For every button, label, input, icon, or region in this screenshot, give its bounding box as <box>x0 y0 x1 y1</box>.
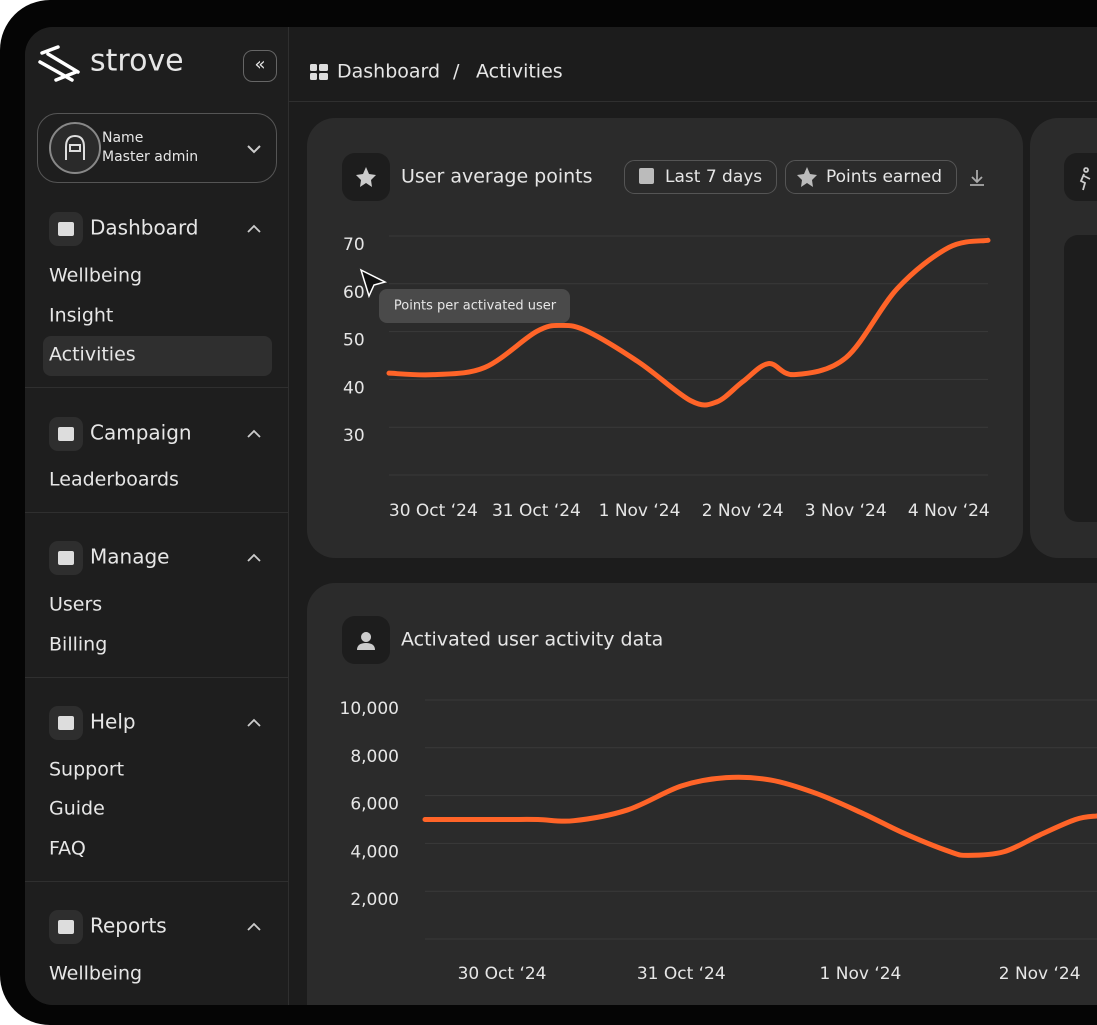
section-glyph <box>58 222 74 236</box>
filter-pill[interactable] <box>624 160 777 194</box>
tooltip <box>379 289 570 323</box>
line-series <box>386 237 991 408</box>
y-tick-label: 30 <box>343 426 365 446</box>
section-title[interactable]: Dashboard <box>90 216 199 240</box>
logo <box>38 45 80 82</box>
profile-role: Master admin <box>102 149 198 165</box>
avatar-icon <box>65 134 85 160</box>
active-item-bg <box>43 336 272 376</box>
brand: strove <box>90 44 184 79</box>
card <box>307 118 1023 558</box>
filter-label: Last 7 days <box>665 167 762 187</box>
y-tick-label: 40 <box>343 378 365 398</box>
sidebar <box>25 27 288 1005</box>
x-tick-label: 1 Nov ‘24 <box>599 501 681 521</box>
collapse-button[interactable] <box>243 50 277 82</box>
profile-card[interactable] <box>37 113 277 183</box>
y-tick-label: 2,000 <box>350 890 399 910</box>
panel <box>1064 235 1097 522</box>
nav-item[interactable]: Support <box>49 759 124 781</box>
cursor <box>359 268 388 299</box>
nav-item[interactable]: FAQ <box>49 838 86 860</box>
download-icon[interactable] <box>970 170 984 186</box>
y-tick-label: 4,000 <box>350 842 399 862</box>
section-title[interactable]: Help <box>90 710 136 734</box>
star-icon <box>797 167 817 187</box>
chevron <box>247 922 261 931</box>
card-title: Activated user activity data <box>401 629 663 651</box>
card-title: User average points <box>401 166 593 188</box>
x-tick-label: 2 Nov ‘24 <box>999 964 1081 984</box>
x-tick-label: 31 Oct ‘24 <box>637 964 726 984</box>
breadcrumb-item: Activities <box>476 61 563 83</box>
x-tick-label: 3 Nov ‘24 <box>805 501 887 521</box>
user-icon <box>357 632 375 650</box>
chevron <box>247 718 261 727</box>
breadcrumb-item[interactable]: Dashboard <box>337 61 440 83</box>
x-tick-label: 4 Nov ‘24 <box>908 501 990 521</box>
screen: strove « Name Master admin Dashboard Well… <box>25 27 1097 1005</box>
y-tick-label: 6,000 <box>350 795 399 815</box>
chevron <box>247 429 261 438</box>
y-tick-label: 60 <box>343 283 365 303</box>
section-glyph <box>58 551 74 565</box>
filter-pill[interactable] <box>785 160 957 194</box>
x-tick-label: 1 Nov ‘24 <box>820 964 902 984</box>
profile-name: Name <box>102 130 143 146</box>
nav-item[interactable]: Wellbeing <box>49 265 142 287</box>
filter-label: Points earned <box>826 167 942 187</box>
nav-item[interactable]: Wellbeing <box>49 963 142 985</box>
breadcrumb-icon <box>310 64 328 80</box>
avatar <box>49 122 101 174</box>
calendar-icon <box>639 168 654 184</box>
nav-item[interactable]: Users <box>49 594 102 616</box>
profile-chevron <box>247 145 261 154</box>
card-icon-box <box>1064 153 1097 201</box>
nav-item[interactable]: Leaderboards <box>49 469 179 491</box>
x-tick-label: 2 Nov ‘24 <box>702 501 784 521</box>
line-series <box>422 774 1097 858</box>
section-title[interactable]: Manage <box>90 545 169 569</box>
section-glyph <box>58 920 74 934</box>
nav-item[interactable]: Activities <box>49 344 136 366</box>
y-tick-label: 70 <box>343 235 365 255</box>
run-icon <box>1079 167 1091 191</box>
nav-item[interactable]: Billing <box>49 634 107 656</box>
x-tick-label: 31 Oct ‘24 <box>492 501 581 521</box>
section-glyph <box>58 427 74 441</box>
y-tick-label: 10,000 <box>340 699 399 719</box>
y-tick-label: 8,000 <box>350 747 399 767</box>
section-title[interactable]: Reports <box>90 914 167 938</box>
nav-item[interactable]: Insight <box>49 305 113 327</box>
chevron <box>247 224 261 233</box>
section-glyph <box>58 716 74 730</box>
section-title[interactable]: Campaign <box>90 421 192 445</box>
tooltip-text: Points per activated user <box>394 299 557 314</box>
y-tick-label: 50 <box>343 331 365 351</box>
chevron <box>247 553 261 562</box>
collapse-icon: « <box>254 54 265 75</box>
x-tick-label: 30 Oct ‘24 <box>458 964 547 984</box>
card <box>307 583 1097 1005</box>
x-tick-label: 30 Oct ‘24 <box>389 501 478 521</box>
star-icon <box>356 167 376 187</box>
nav-item[interactable]: Guide <box>49 798 105 820</box>
breadcrumb-separator: / <box>453 61 460 83</box>
